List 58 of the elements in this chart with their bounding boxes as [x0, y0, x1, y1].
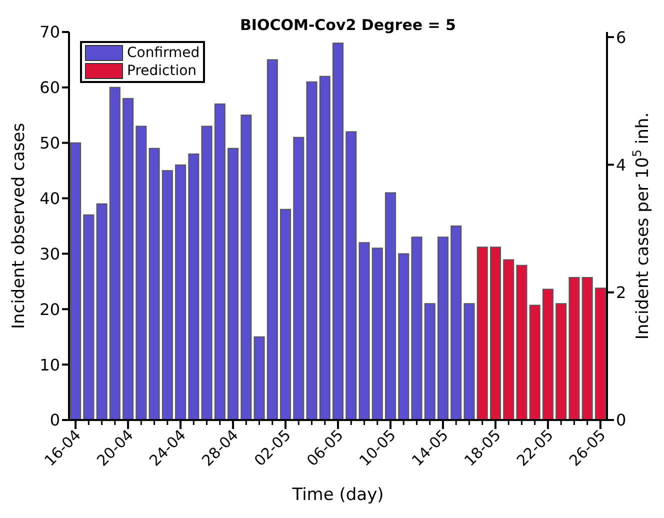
bar	[70, 142, 82, 420]
bar	[476, 246, 488, 420]
bar	[582, 277, 593, 420]
bar	[332, 42, 344, 420]
y2-tick-label: 0	[616, 410, 626, 430]
bar	[464, 303, 475, 420]
y-tick-label: 50	[40, 134, 60, 153]
y2-tick-label: 6	[616, 28, 626, 47]
x-axis-title: Time (day)	[291, 485, 384, 505]
bar	[254, 336, 265, 420]
bar	[346, 131, 357, 420]
bar	[556, 303, 567, 420]
bar	[372, 248, 383, 420]
bar	[136, 126, 147, 420]
bar	[385, 192, 396, 420]
bar	[319, 76, 330, 420]
bar	[148, 148, 160, 420]
bar	[240, 114, 252, 420]
y-tick-label: 30	[40, 244, 60, 264]
y2-tick-label: 4	[616, 155, 626, 174]
bar	[358, 242, 370, 420]
bar	[594, 288, 606, 420]
bar	[568, 277, 580, 420]
y-tick-label: 20	[40, 300, 60, 319]
y-tick-label: 70	[40, 22, 60, 42]
bar	[490, 246, 501, 420]
bar	[96, 203, 108, 420]
bar	[162, 170, 173, 420]
y-axis-title: Incident observed cases	[9, 122, 29, 330]
y-tick-label: 40	[40, 188, 60, 208]
bar	[83, 214, 94, 420]
bar	[201, 126, 212, 420]
y-tick-label: 0	[50, 410, 60, 430]
chart-title: BIOCOM-Cov2 Degree = 5	[240, 16, 456, 34]
bar	[266, 59, 278, 420]
bar	[424, 303, 436, 420]
bar	[437, 236, 448, 420]
bar	[109, 86, 120, 420]
bar	[122, 98, 134, 420]
bar	[529, 304, 540, 420]
bar	[214, 104, 226, 420]
bar	[398, 253, 410, 420]
bar	[188, 153, 200, 420]
bar	[450, 226, 462, 420]
bar	[503, 259, 514, 420]
y2-tick-label: 2	[616, 283, 626, 302]
bar	[228, 148, 239, 420]
bar	[175, 164, 186, 420]
bar	[293, 136, 304, 420]
y-tick-label: 60	[40, 78, 60, 98]
legend-label: Confirmed	[126, 44, 200, 62]
legend-label: Prediction	[126, 62, 198, 80]
bar	[280, 208, 292, 420]
bar	[542, 288, 554, 420]
bar	[306, 81, 318, 420]
y-tick-label: 10	[40, 355, 60, 374]
bar	[411, 236, 422, 420]
bar	[516, 264, 528, 420]
